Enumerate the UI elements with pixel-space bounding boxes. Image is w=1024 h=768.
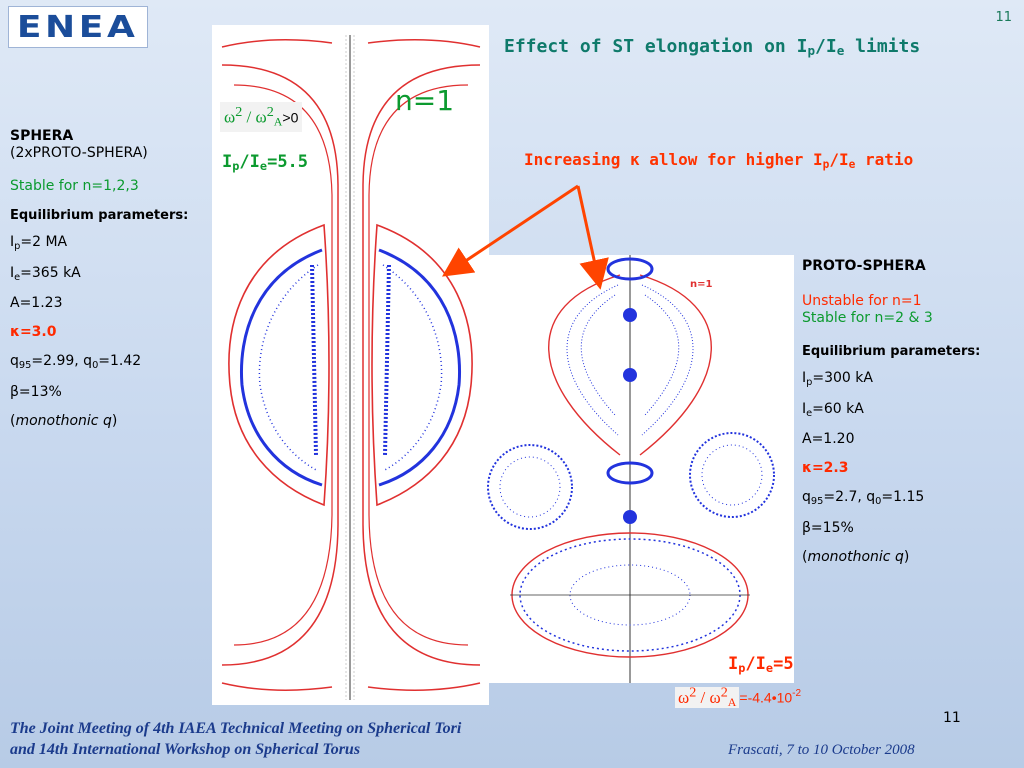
proto-sphera-plot: n=1 [480,255,794,683]
proto-stable: Stable for n=2 & 3 [802,309,933,326]
increasing-kappa-note: Increasing κ allow for higher Ip/Ie rati… [524,150,914,171]
proto-info: PROTO-SPHERA Unstable for n=1 Stable for… [802,258,1017,565]
enea-logo: ENEA [8,6,148,48]
proto-sphera-poincare: n=1 [487,255,775,683]
sphera-flux-surfaces [221,35,481,700]
slide-title: Effect of ST elongation on Ip/Ie limits [504,36,921,58]
sphera-subtitle: (2xPROTO-SPHERA) [10,144,148,161]
proto-name: PROTO-SPHERA [802,258,926,274]
proto-ip-ie-ratio: Ip/Ie=5 [728,654,794,675]
page-number-top: 11 [995,10,1012,25]
footer-conference: The Joint Meeting of 4th IAEA Technical … [10,719,610,761]
proto-ie: Ie=60 kA [802,400,864,419]
sphera-mono: (monothonic q) [10,412,118,429]
proto-eq-header: Equilibrium parameters: [802,344,981,360]
sphera-kappa: κ=3.0 [10,324,57,341]
sphera-info: SPHERA (2xPROTO-SPHERA) Stable for n=1,2… [10,128,210,429]
sphera-omega-expr: ω2 / ω2A>0 [220,102,303,132]
footer-line1: The Joint Meeting of 4th IAEA Technical … [10,720,462,737]
proto-mode-label: n=1 [690,279,712,290]
proto-beta: β=15% [802,519,854,536]
proto-omega-expr: ω2 / ω2A =-4.4•10-2 [675,684,801,710]
sphera-ie: Ie=365 kA [10,264,81,283]
sphera-plot [212,25,489,705]
sphera-aspect: A=1.23 [10,295,63,312]
sphera-mode-label: n=1 [395,84,455,117]
proto-q: q95=2.7, q0=1.15 [802,489,925,508]
sphera-name: SPHERA [10,128,74,144]
arrow-to-proto [576,185,609,290]
footer-page-number: 11 [943,710,961,726]
sphera-q: q95=2.99, q0=1.42 [10,353,142,372]
proto-aspect: A=1.20 [802,431,855,448]
arrow-to-sphera [442,184,579,277]
proto-kappa: κ=2.3 [802,460,849,477]
proto-ip: Ip=300 kA [802,369,873,388]
footer-location-date: Frascati, 7 to 10 October 2008 [728,742,915,758]
proto-mono: (monothonic q) [802,548,910,565]
proto-unstable: Unstable for n=1 [802,292,922,309]
sphera-beta: β=13% [10,383,62,400]
sphera-ip-ie-ratio: Ip/Ie=5.5 [222,152,309,173]
footer-line2: and 14th International Workshop on Spher… [10,740,361,758]
logo-text: ENEA [17,9,139,45]
sphera-stability: Stable for n=1,2,3 [10,177,139,194]
sphera-ip: Ip=2 MA [10,233,68,252]
sphera-eq-header: Equilibrium parameters: [10,208,189,224]
